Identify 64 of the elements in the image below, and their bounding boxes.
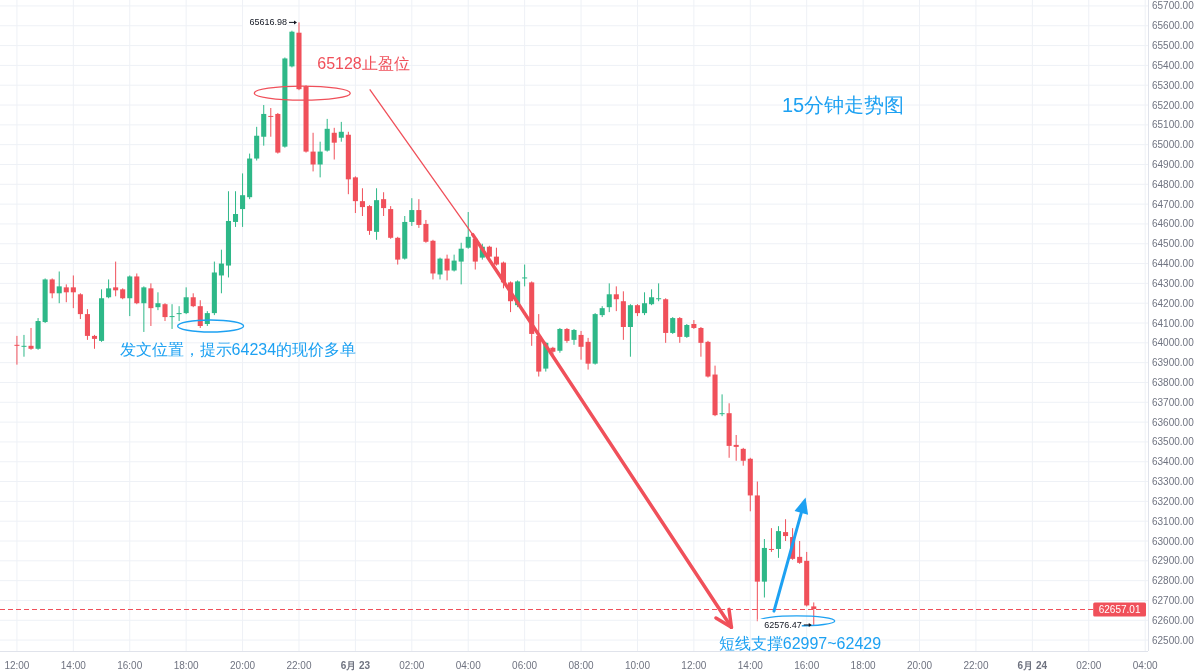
x-tick-label: 02:00 bbox=[1076, 659, 1102, 671]
x-tick-label: 22:00 bbox=[286, 659, 312, 671]
x-tick-label: 6月 24 bbox=[1017, 659, 1048, 671]
y-tick-label: 65700.00 bbox=[1152, 0, 1195, 12]
note: 发文位置，提示64234的现价多单 bbox=[119, 341, 357, 359]
y-tick-label: 64300.00 bbox=[1152, 277, 1195, 289]
y-tick-label: 65100.00 bbox=[1152, 119, 1195, 131]
x-tick-label: 08:00 bbox=[568, 659, 594, 671]
y-tick-label: 65200.00 bbox=[1152, 99, 1195, 111]
y-tick-label: 63400.00 bbox=[1152, 456, 1195, 468]
y-tick-label: 62600.00 bbox=[1152, 614, 1195, 626]
extreme-label: 65616.98 bbox=[243, 16, 297, 29]
x-tick-label: 6月 23 bbox=[340, 659, 371, 671]
x-tick-label: 14:00 bbox=[60, 659, 87, 671]
title: 15分钟走势图 bbox=[781, 94, 905, 116]
y-tick-label: 62800.00 bbox=[1152, 575, 1195, 587]
y-tick-label: 63100.00 bbox=[1152, 515, 1195, 527]
ref-line-label: 62657.01 bbox=[1098, 604, 1141, 615]
y-tick-label: 65500.00 bbox=[1152, 40, 1195, 52]
x-tick-label: 04:00 bbox=[455, 659, 482, 671]
y-tick-label: 63000.00 bbox=[1152, 535, 1195, 547]
annotation: 65616.98 bbox=[249, 17, 287, 28]
y-tick-label: 62900.00 bbox=[1152, 555, 1195, 567]
y-tick-label: 65600.00 bbox=[1152, 20, 1195, 32]
x-tick-label: 04:00 bbox=[1132, 659, 1159, 671]
y-tick-label: 63200.00 bbox=[1152, 495, 1195, 507]
y-tick-label: 64900.00 bbox=[1152, 158, 1195, 170]
x-tick-label: 06:00 bbox=[512, 659, 538, 671]
y-tick-label: 63900.00 bbox=[1152, 357, 1195, 369]
y-tick-label: 63800.00 bbox=[1152, 376, 1195, 388]
y-tick-label: 64000.00 bbox=[1152, 337, 1195, 349]
y-tick-label: 63700.00 bbox=[1152, 396, 1195, 408]
y-tick-label: 64600.00 bbox=[1152, 218, 1195, 230]
x-tick-label: 12:00 bbox=[681, 659, 707, 671]
note: 65128止盈位 bbox=[317, 54, 410, 72]
x-tick-label: 18:00 bbox=[173, 659, 200, 671]
x-tick-label: 16:00 bbox=[117, 659, 143, 671]
x-tick-label: 14:00 bbox=[737, 659, 764, 671]
y-tick-label: 64200.00 bbox=[1152, 297, 1195, 309]
x-tick-label: 20:00 bbox=[230, 659, 256, 671]
x-tick-label: 18:00 bbox=[850, 659, 877, 671]
x-tick-label: 16:00 bbox=[794, 659, 820, 671]
y-tick-label: 62500.00 bbox=[1152, 634, 1195, 646]
y-tick-label: 64100.00 bbox=[1152, 317, 1195, 329]
extreme-label: 62576.47 bbox=[757, 618, 812, 631]
x-tick-label: 20:00 bbox=[907, 659, 933, 671]
y-tick-label: 64400.00 bbox=[1152, 258, 1195, 270]
y-tick-label: 65000.00 bbox=[1152, 139, 1195, 151]
y-tick-label: 64800.00 bbox=[1152, 178, 1195, 190]
annotation: 62576.47 bbox=[764, 619, 802, 630]
y-tick-label: 62700.00 bbox=[1152, 594, 1195, 606]
price-tag: 62657.01 bbox=[1093, 602, 1146, 617]
y-tick-label: 65300.00 bbox=[1152, 79, 1195, 91]
x-tick-label: 22:00 bbox=[963, 659, 989, 671]
y-tick-label: 63500.00 bbox=[1152, 436, 1195, 448]
y-tick-label: 64500.00 bbox=[1152, 238, 1195, 250]
y-tick-label: 63300.00 bbox=[1152, 476, 1195, 488]
x-tick-label: 02:00 bbox=[399, 659, 425, 671]
y-tick-label: 64700.00 bbox=[1152, 198, 1195, 210]
note: 短线支撑62997~62429 bbox=[718, 635, 882, 653]
y-tick-label: 63600.00 bbox=[1152, 416, 1195, 428]
x-tick-label: 10:00 bbox=[624, 659, 651, 671]
y-tick-label: 65400.00 bbox=[1152, 59, 1195, 71]
x-tick-label: 12:00 bbox=[4, 659, 30, 671]
